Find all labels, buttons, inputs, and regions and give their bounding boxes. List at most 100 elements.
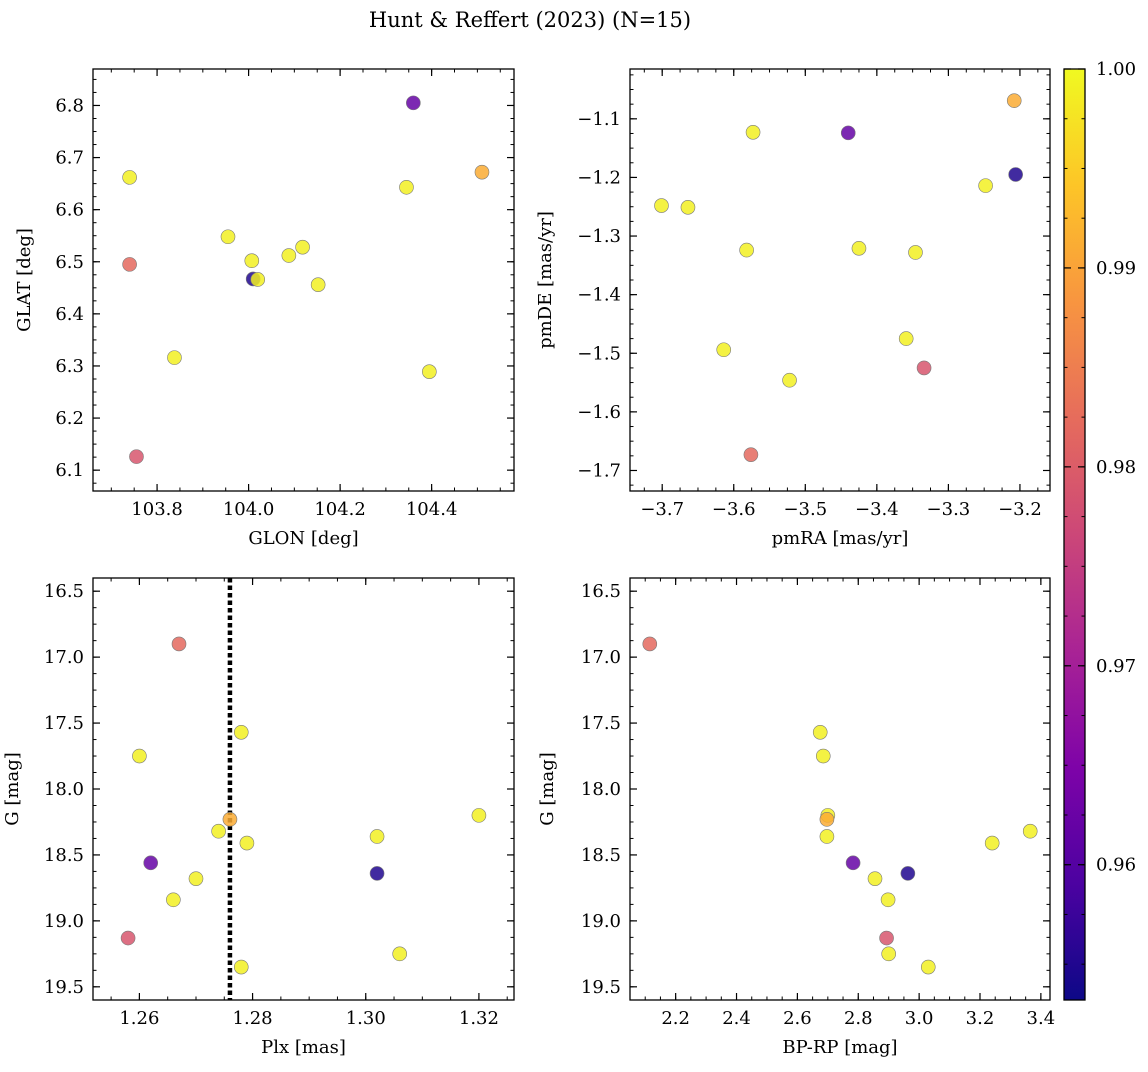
y-tick-label: 6.1 <box>55 460 84 481</box>
y-tick-label: 18.5 <box>581 845 621 866</box>
data-point <box>840 125 856 141</box>
data-point <box>1006 93 1022 108</box>
x-axis-label: GLON [deg] <box>248 528 358 549</box>
x-tick-label: 3.2 <box>966 1008 995 1029</box>
y-tick-label: 18.0 <box>44 779 84 800</box>
x-tick-label: 104.2 <box>314 499 366 520</box>
y-tick-label: 17.0 <box>44 647 84 668</box>
data-point <box>188 871 204 886</box>
data-point <box>399 179 414 195</box>
data-point <box>369 829 385 844</box>
y-tick-label: 6.5 <box>55 252 84 273</box>
data-point <box>898 331 914 346</box>
plot-area <box>642 636 1038 975</box>
x-tick-label: 3.4 <box>1027 1008 1056 1029</box>
y-axis-label: G [mag] <box>537 752 558 825</box>
y-tick-label: 19.5 <box>44 977 84 998</box>
scatter-panel-glon-glat: 103.8 104.0 104.2 104.4 6.1 6.2 6.3 6.4 6.5 6.6 6.… <box>14 68 515 549</box>
x-tick-label: 2.6 <box>783 1008 812 1029</box>
data-point <box>295 239 310 255</box>
data-point <box>1008 167 1023 182</box>
data-point <box>815 748 831 764</box>
x-tick-label: 2.8 <box>844 1008 873 1029</box>
y-tick-label: 17.5 <box>44 713 84 734</box>
data-point <box>819 812 835 827</box>
x-tick-label: −3.7 <box>640 499 684 520</box>
data-point <box>743 447 759 462</box>
data-point <box>233 959 249 975</box>
x-tick-label: 1.32 <box>459 1008 499 1029</box>
x-axis-label: pmRA [mas/yr] <box>772 528 909 549</box>
colorbar-tick-label: 0.98 <box>1096 457 1136 478</box>
scatter-panel-pmra-pmde: −3.7 −3.6 −3.5 −3.4 −3.3 −3.2 −1.7 −1.6 −1.5 −1.4… <box>535 68 1051 549</box>
y-tick-label: 6.6 <box>55 200 84 221</box>
data-point <box>745 125 761 140</box>
x-tick-label: −3.2 <box>998 499 1042 520</box>
data-point <box>812 724 828 740</box>
data-point <box>392 946 407 962</box>
data-point <box>654 198 669 213</box>
data-point <box>881 946 896 962</box>
colorbar-tick-label: 0.99 <box>1096 258 1136 279</box>
y-tick-label: −1.7 <box>577 460 621 481</box>
data-point <box>782 372 797 388</box>
plot-area <box>122 95 490 464</box>
axes-frame <box>629 577 1051 1001</box>
y-tick-label: −1.4 <box>577 285 621 306</box>
y-axis-label: pmDE [mas/yr] <box>535 211 556 349</box>
axes-frame <box>92 577 515 1001</box>
y-tick-label: 18.0 <box>581 779 621 800</box>
x-tick-label: −3.6 <box>712 499 756 520</box>
data-point <box>739 242 754 258</box>
data-point <box>471 808 487 823</box>
colorbar-frame <box>1063 68 1086 1001</box>
data-point <box>851 241 867 256</box>
y-tick-label: −1.1 <box>577 109 621 130</box>
data-point <box>879 930 894 946</box>
x-tick-label: −3.5 <box>783 499 827 520</box>
data-point <box>716 342 732 358</box>
y-tick-label: 19.0 <box>581 911 621 932</box>
data-point <box>845 855 861 871</box>
x-tick-label: 2.2 <box>661 1008 690 1029</box>
data-point <box>220 229 236 245</box>
x-tick-label: −3.4 <box>855 499 899 520</box>
scatter-panel-plx-g: 1.26 1.28 1.30 1.32 16.5 17.0 17.5 18.0 18.5 19.0… <box>2 577 515 1058</box>
data-point <box>900 866 916 881</box>
x-axis-label: BP-RP [mag] <box>782 1037 897 1058</box>
colorbar-tick-label: 1.00 <box>1096 59 1136 80</box>
data-point <box>132 748 147 764</box>
y-axis-label: GLAT [deg] <box>14 228 35 332</box>
data-point <box>129 449 144 464</box>
y-tick-label: −1.5 <box>577 343 621 364</box>
y-axis-label: G [mag] <box>2 752 23 825</box>
axes-frame <box>629 68 1051 492</box>
y-tick-label: 16.5 <box>44 581 84 602</box>
data-point <box>984 835 1000 851</box>
data-point <box>916 360 932 376</box>
y-tick-label: 19.0 <box>44 911 84 932</box>
x-tick-label: 2.4 <box>722 1008 751 1029</box>
data-point <box>680 200 696 215</box>
y-tick-label: 6.4 <box>55 304 84 325</box>
y-tick-label: 6.2 <box>55 408 84 429</box>
y-tick-label: −1.2 <box>577 167 621 188</box>
data-point <box>920 959 936 975</box>
y-tick-label: 17.5 <box>581 713 621 734</box>
data-point <box>1022 823 1038 839</box>
y-tick-label: 6.7 <box>55 148 84 169</box>
x-tick-label: 1.28 <box>233 1008 273 1029</box>
data-point <box>244 253 260 269</box>
y-tick-label: 6.3 <box>55 356 84 377</box>
data-point <box>310 277 326 292</box>
y-tick-label: 17.0 <box>581 647 621 668</box>
y-tick-label: 18.5 <box>44 845 84 866</box>
data-point <box>642 636 658 652</box>
data-point <box>422 364 437 379</box>
colorbar: 0.96 0.97 0.98 0.99 1.00 <box>1063 59 1136 1001</box>
data-point <box>908 245 923 260</box>
plot-area <box>654 93 1023 462</box>
y-tick-label: −1.3 <box>577 226 621 247</box>
colorbar-gradient <box>1064 69 1085 1000</box>
data-point <box>281 248 297 263</box>
